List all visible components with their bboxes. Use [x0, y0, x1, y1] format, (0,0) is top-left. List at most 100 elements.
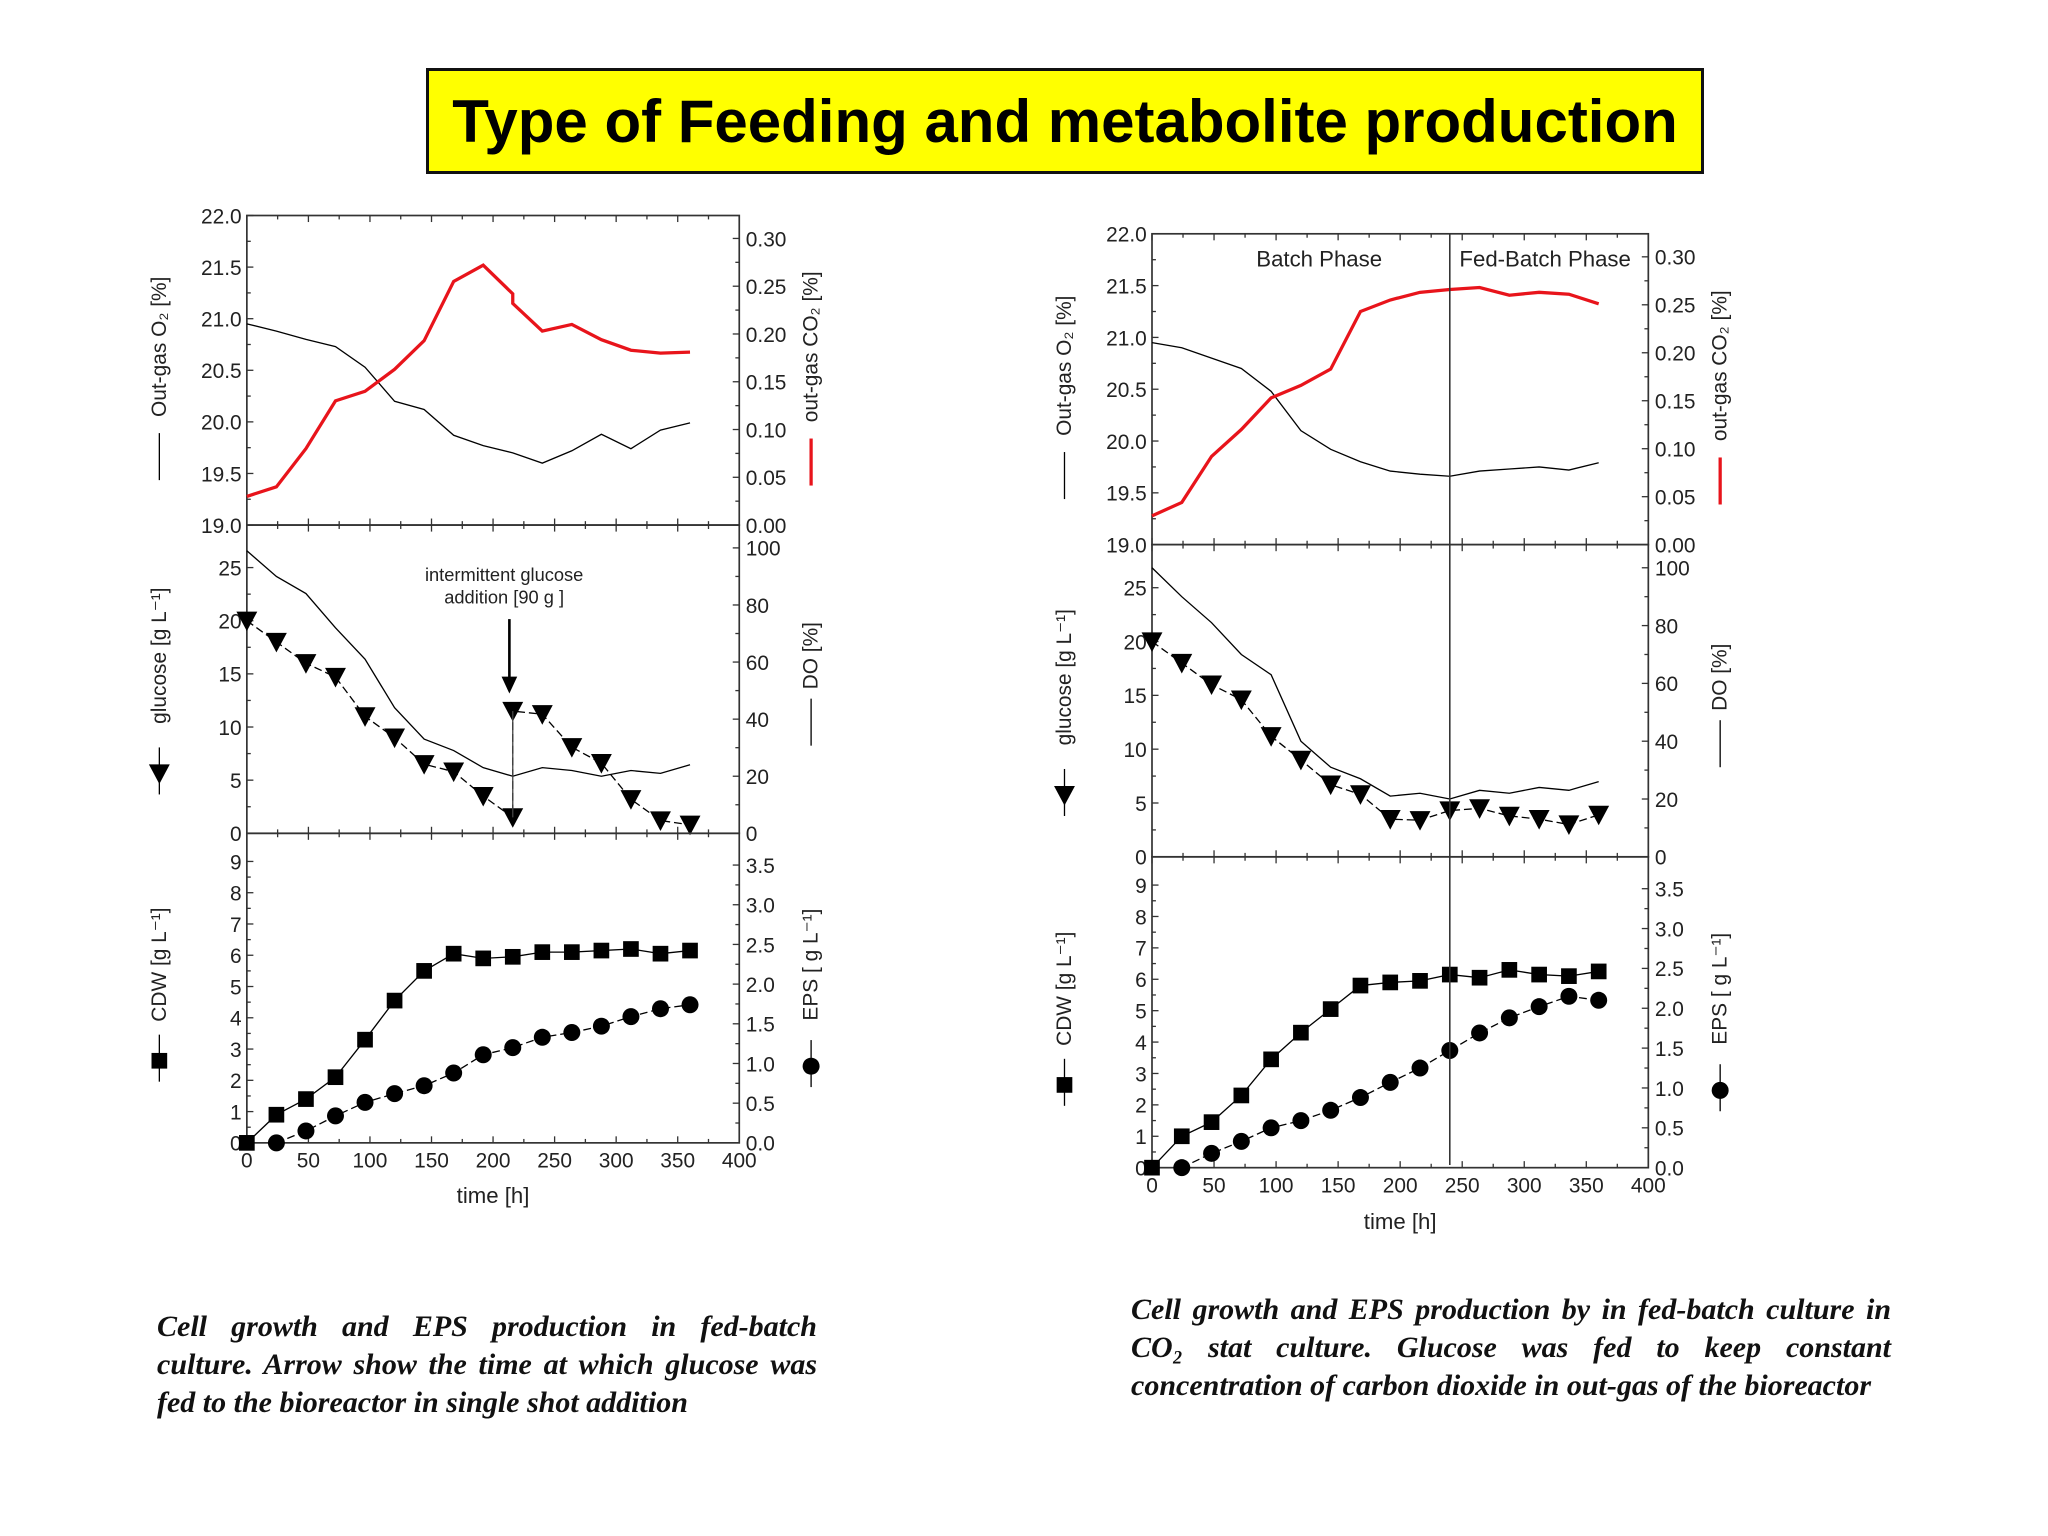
left-y-tick-label: 19.0 [1106, 534, 1147, 557]
legend-eps-marker [1711, 1081, 1729, 1099]
glucose-marker [590, 754, 612, 774]
right-axis-label: out-gas CO₂ [%] [800, 271, 823, 422]
glucose-marker [1498, 806, 1520, 827]
cdw-marker [386, 992, 403, 1009]
right-y-tick-label: 60 [746, 652, 769, 675]
left-y-tick-label: 5 [1135, 793, 1147, 816]
glucose-marker [1201, 675, 1223, 696]
eps-marker [1530, 998, 1548, 1016]
x-tick-label: 200 [476, 1150, 511, 1173]
left-axis-label: Out-gas O₂ [%] [148, 277, 171, 417]
eps-marker [327, 1107, 344, 1125]
eps-marker [681, 996, 699, 1014]
right-y-tick-label: 3.5 [1655, 879, 1684, 902]
left-y-tick-label: 5 [230, 770, 242, 793]
x-tick-label: 0 [1146, 1174, 1158, 1197]
left-axis-label: glucose [g L⁻¹] [1053, 609, 1076, 745]
right-y-tick-label: 0.10 [1655, 439, 1696, 462]
glucose-marker [472, 786, 494, 807]
right-y-tick-label: 20 [746, 766, 769, 789]
cdw-marker [564, 944, 580, 960]
left-y-tick-label: 20.5 [201, 360, 242, 383]
left-y-tick-label: 25 [1124, 578, 1147, 601]
eps-marker [474, 1046, 492, 1064]
series-line [1151, 285, 1600, 518]
left-y-tick-label: 6 [230, 945, 242, 968]
left-y-tick-label: 21.0 [201, 309, 242, 332]
eps-marker [267, 1134, 285, 1152]
left-y-tick-label: 19.5 [1106, 483, 1147, 506]
x-tick-label: 350 [660, 1150, 695, 1173]
right-y-tick-label: 0.05 [746, 467, 787, 490]
annotation-line-1: intermittent glucose [425, 564, 583, 585]
cdw-marker [268, 1106, 285, 1123]
right-y-tick-label: 40 [746, 709, 769, 732]
left-y-tick-label: 19.5 [201, 463, 242, 486]
x-tick-label: 150 [1321, 1174, 1356, 1197]
left-y-tick-label: 2 [1135, 1095, 1147, 1118]
left-y-tick-label: 21.5 [1106, 275, 1147, 298]
cdw-marker [1263, 1051, 1279, 1068]
glucose-marker [384, 728, 406, 749]
x-axis-label: time [h] [457, 1183, 530, 1208]
eps-marker [356, 1093, 374, 1111]
left-y-tick-label: 9 [1135, 875, 1147, 898]
left-axis-label: CDW [g L⁻¹] [148, 907, 171, 1021]
eps-marker [651, 1000, 669, 1018]
glucose-marker [650, 811, 671, 832]
series-line [1151, 341, 1599, 477]
right-y-tick-label: 0.20 [746, 324, 787, 347]
x-tick-label: 400 [722, 1150, 757, 1173]
right-y-tick-label: 0.00 [1655, 534, 1696, 557]
right-y-tick-label: 60 [1655, 673, 1678, 696]
left-y-tick-label: 9 [230, 851, 242, 874]
glucose-marker [236, 611, 258, 632]
left-y-tick-label: 20.5 [1106, 379, 1147, 402]
cdw-marker [1352, 977, 1369, 994]
right-axis-label: EPS [ g L⁻¹] [1709, 933, 1732, 1045]
cdw-marker [1561, 968, 1577, 984]
right-y-tick-label: 80 [746, 595, 769, 618]
left-y-tick-label: 21.0 [1106, 327, 1147, 350]
panel-1: 0 5 10 15 20 25 glucose [g L⁻¹] 0 20 40 60 80 100 DO … [148, 524, 823, 846]
series-line [246, 323, 691, 464]
eps-marker [1322, 1101, 1340, 1119]
x-tick-label: 250 [537, 1150, 572, 1173]
cdw-marker [534, 944, 551, 960]
eps-marker [1292, 1112, 1310, 1130]
eps-marker [1560, 987, 1578, 1005]
plot-frame [1151, 855, 1650, 1169]
left-y-tick-label: 7 [230, 914, 242, 937]
x-tick-label: 300 [1507, 1174, 1542, 1197]
right-axis-label: DO [%] [800, 622, 823, 689]
eps-marker [1381, 1073, 1399, 1091]
panel-1: 0 5 10 15 20 25 glucose [g L⁻¹] 0 20 40 60 80 100 DO … [1053, 543, 1732, 870]
left-y-tick-label: 2 [230, 1070, 242, 1093]
eps-marker [1173, 1159, 1191, 1177]
left-y-tick-label: 4 [230, 1008, 242, 1031]
right-y-tick-label: 1.5 [746, 1014, 775, 1037]
fed-batch-phase-label: Fed-Batch Phase [1459, 246, 1630, 271]
right-y-tick-label: 20 [1655, 789, 1678, 812]
eps-marker [1411, 1059, 1429, 1077]
left-y-tick-label: 10 [218, 717, 241, 740]
legend-glucose-marker [148, 764, 170, 784]
left-y-tick-label: 15 [1124, 685, 1147, 708]
left-y-tick-label: 25 [218, 557, 241, 580]
glucose-marker [1558, 815, 1580, 835]
slide-title: Type of Feeding and metabolite productio… [452, 87, 1678, 155]
eps-marker [1203, 1144, 1221, 1162]
cdw-marker [1322, 1001, 1339, 1017]
right-y-tick-label: 0.05 [1655, 487, 1696, 510]
x-tick-label: 300 [599, 1150, 634, 1173]
glucose-marker [1469, 799, 1491, 819]
cdw-marker [239, 1135, 255, 1151]
left-y-tick-label: 5 [1135, 1001, 1147, 1024]
glucose-marker [1171, 653, 1193, 674]
cdw-marker [1531, 966, 1547, 983]
series-line [1151, 641, 1599, 826]
glucose-marker [1350, 785, 1371, 805]
right-y-tick-label: 3.5 [746, 855, 775, 878]
